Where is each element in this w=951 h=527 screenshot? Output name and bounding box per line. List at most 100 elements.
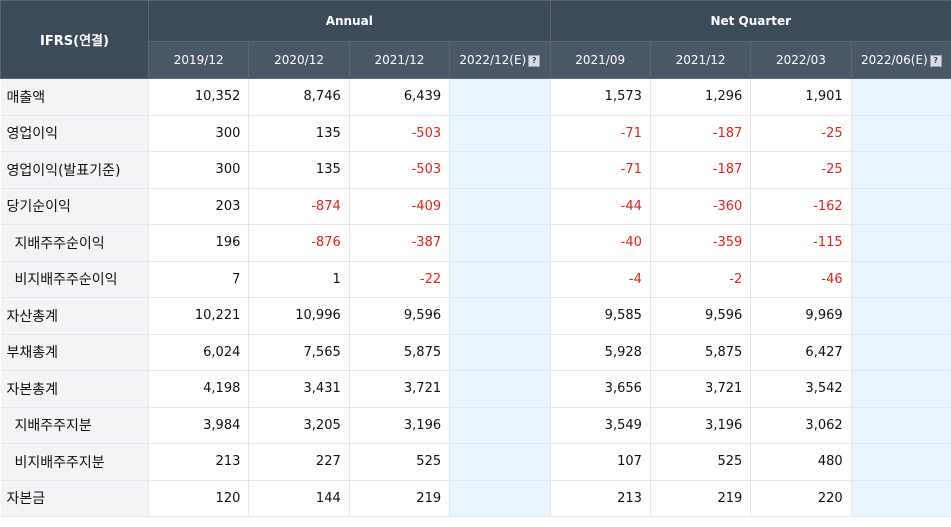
value-cell: 300 [148, 151, 250, 189]
table-row: 지배주주순이익 196 -876 -387 -40 -359 -115 [0, 224, 951, 262]
ifrs-header: IFRS(연결) [0, 0, 149, 79]
value-cell: 107 [550, 443, 651, 481]
value-cell: 3,656 [550, 370, 651, 408]
estimate-cell [851, 78, 951, 116]
value-cell: 3,431 [248, 370, 350, 408]
value-cell: 7 [148, 261, 250, 298]
value-cell: 9,596 [650, 297, 752, 335]
value-cell: 3,542 [750, 370, 852, 408]
question-icon[interactable]: ? [929, 55, 942, 67]
estimate-cell [449, 370, 551, 408]
estimate-cell [449, 297, 551, 335]
table-row: 당기순이익 203 -874 -409 -44 -360 -162 [0, 188, 951, 225]
estimate-cell [449, 151, 551, 189]
value-cell: -22 [349, 261, 451, 298]
value-cell: 9,969 [750, 297, 852, 335]
period-header: 2022/06(E)? [850, 41, 951, 79]
value-cell: 300 [148, 115, 250, 152]
value-cell: 135 [248, 151, 350, 189]
period-header: 2022/12(E)? [449, 41, 551, 79]
value-cell: 1,901 [750, 78, 852, 116]
estimate-cell [851, 407, 951, 444]
value-cell: 6,439 [349, 78, 451, 116]
estimate-cell [449, 407, 551, 444]
estimate-cell [851, 443, 951, 481]
value-cell: 120 [148, 480, 250, 517]
estimate-cell [449, 480, 551, 517]
value-cell: 9,596 [349, 297, 451, 335]
table-row: 매출액 10,352 8,746 6,439 1,573 1,296 1,901 [0, 78, 951, 116]
estimate-cell [449, 115, 551, 152]
row-label: 자본총계 [0, 370, 149, 408]
value-cell: -2 [650, 261, 752, 298]
period-header: 2019/12 [147, 41, 250, 79]
estimate-cell [449, 443, 551, 481]
value-cell: -387 [349, 224, 451, 262]
value-cell: -162 [750, 188, 852, 225]
value-cell: 10,352 [148, 78, 250, 116]
value-cell: 525 [650, 443, 752, 481]
value-cell: 219 [650, 480, 752, 517]
table-row: 비지배주주순이익 7 1 -22 -4 -2 -46 [0, 261, 951, 298]
period-label: 2022/12(E) [459, 53, 527, 67]
value-cell: -4 [550, 261, 651, 298]
value-cell: 5,875 [349, 334, 451, 371]
value-cell: -187 [650, 115, 752, 152]
period-header: 2020/12 [248, 41, 350, 79]
row-label: 비지배주주순이익 [0, 261, 149, 298]
value-cell: 10,996 [248, 297, 350, 335]
table-row: 자본총계 4,198 3,431 3,721 3,656 3,721 3,542 [0, 370, 951, 408]
row-label: 자산총계 [0, 297, 149, 335]
row-label: 지배주주지분 [0, 407, 149, 444]
period-label: 2021/12 [374, 53, 425, 67]
question-icon[interactable]: ? [528, 55, 541, 67]
value-cell: -187 [650, 151, 752, 189]
estimate-cell [851, 370, 951, 408]
value-cell: 6,024 [148, 334, 250, 371]
value-cell: -874 [248, 188, 350, 225]
value-cell: -115 [750, 224, 852, 262]
value-cell: -359 [650, 224, 752, 262]
value-cell: 5,928 [550, 334, 651, 371]
value-cell: 1,296 [650, 78, 752, 116]
value-cell: -40 [550, 224, 651, 262]
value-cell: -44 [550, 188, 651, 225]
value-cell: -71 [550, 151, 651, 189]
value-cell: 3,196 [650, 407, 752, 444]
row-label: 자본금 [0, 480, 149, 517]
value-cell: -503 [349, 115, 451, 152]
estimate-cell [851, 261, 951, 298]
table-row: 자산총계 10,221 10,996 9,596 9,585 9,596 9,969 [0, 297, 951, 335]
value-cell: 3,549 [550, 407, 651, 444]
table-row: 부채총계 6,024 7,565 5,875 5,928 5,875 6,427 [0, 334, 951, 371]
period-header: 2022/03 [750, 41, 852, 79]
value-cell: -71 [550, 115, 651, 152]
value-cell: -876 [248, 224, 350, 262]
value-cell: 3,196 [349, 407, 451, 444]
value-cell: 3,062 [750, 407, 852, 444]
estimate-cell [851, 224, 951, 262]
row-label: 당기순이익 [0, 188, 149, 225]
estimate-cell [449, 78, 551, 116]
table-row: 영업이익(발표기준) 300 135 -503 -71 -187 -25 [0, 151, 951, 189]
period-header: 2021/12 [649, 41, 752, 79]
row-label: 부채총계 [0, 334, 149, 371]
estimate-cell [449, 261, 551, 298]
row-label: 영업이익(발표기준) [0, 151, 149, 189]
estimate-cell [449, 224, 551, 262]
period-label: 2022/03 [776, 53, 826, 67]
estimate-cell [449, 188, 551, 225]
period-label: 2020/12 [274, 53, 324, 67]
value-cell: 7,565 [248, 334, 350, 371]
value-cell: 3,721 [650, 370, 752, 408]
value-cell: 213 [148, 443, 250, 481]
value-cell: 1 [248, 261, 350, 298]
value-cell: 6,427 [750, 334, 852, 371]
value-cell: -46 [750, 261, 852, 298]
value-cell: 5,875 [650, 334, 752, 371]
value-cell: 9,585 [550, 297, 651, 335]
value-cell: 525 [349, 443, 451, 481]
period-label: 2019/12 [173, 53, 224, 67]
value-cell: 3,984 [148, 407, 250, 444]
